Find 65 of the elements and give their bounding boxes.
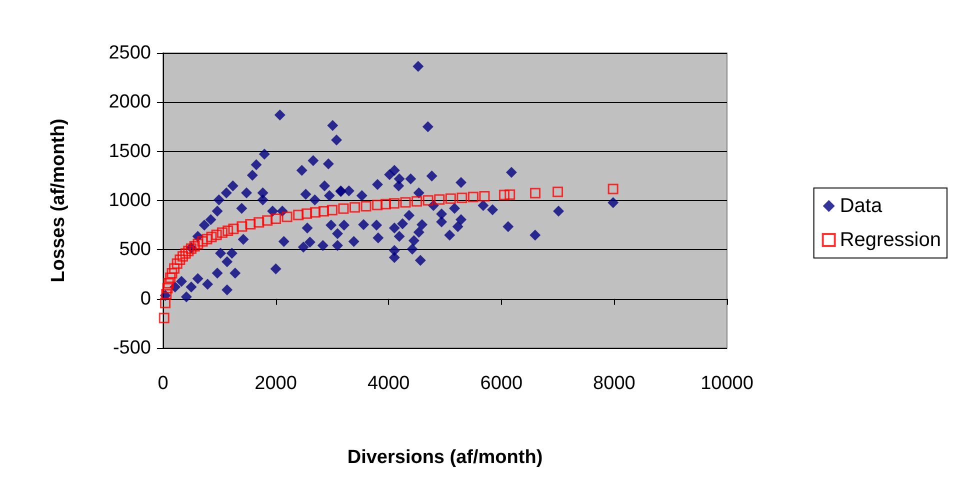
point [262,215,273,226]
point [412,196,422,207]
y-tick-label: 1500 [108,140,151,162]
point [174,254,186,265]
point [372,200,383,210]
point [180,248,191,259]
point [445,193,456,204]
legend-label: Regression [840,229,942,251]
point [165,272,176,283]
point [202,234,212,244]
point [270,214,282,224]
point [380,198,392,210]
point [206,232,217,242]
point [504,189,516,200]
point [422,195,434,206]
y-tick-label: -500 [112,338,151,358]
point [282,212,292,222]
point [456,192,468,204]
point [222,225,234,236]
y-axis-title: Losses (af/month) [48,118,69,282]
point [350,202,360,213]
point [216,227,228,238]
y-tick-label: 2000 [108,92,151,113]
y-tick-label: 0 [140,288,151,310]
point [498,190,510,200]
point [160,298,171,308]
point [434,194,445,205]
point [326,204,338,216]
x-tick-label: 2000 [254,373,297,394]
point [236,221,248,232]
point [177,251,188,262]
x-tick-label: 10000 [700,373,754,394]
point [530,188,540,198]
point [245,219,256,230]
point [158,312,170,324]
y-tick-label: 1000 [108,190,151,211]
y-tick-label: 2500 [108,42,151,64]
x-tick-label: 0 [158,373,168,394]
x-axis-title: Diversions (af/month) [347,447,543,468]
point [211,230,222,240]
point [254,217,264,228]
point [552,186,564,198]
point [388,198,400,209]
point [228,224,239,234]
point [310,207,321,218]
x-tick-label: 6000 [480,373,523,394]
x-tick-label: 8000 [593,373,636,394]
point [338,203,349,214]
point [169,263,180,274]
point [468,192,478,202]
y-tick-label: 500 [119,239,151,260]
point [183,246,194,256]
point [608,184,618,194]
legend-label: Data [840,195,883,217]
point [302,208,312,219]
point [189,240,200,252]
point [318,206,329,216]
point [166,268,178,279]
point [293,210,304,220]
point [163,278,174,289]
x-tick-label: 4000 [367,373,410,394]
point [479,191,490,202]
point [400,197,411,208]
point [172,258,182,269]
point [360,200,372,212]
